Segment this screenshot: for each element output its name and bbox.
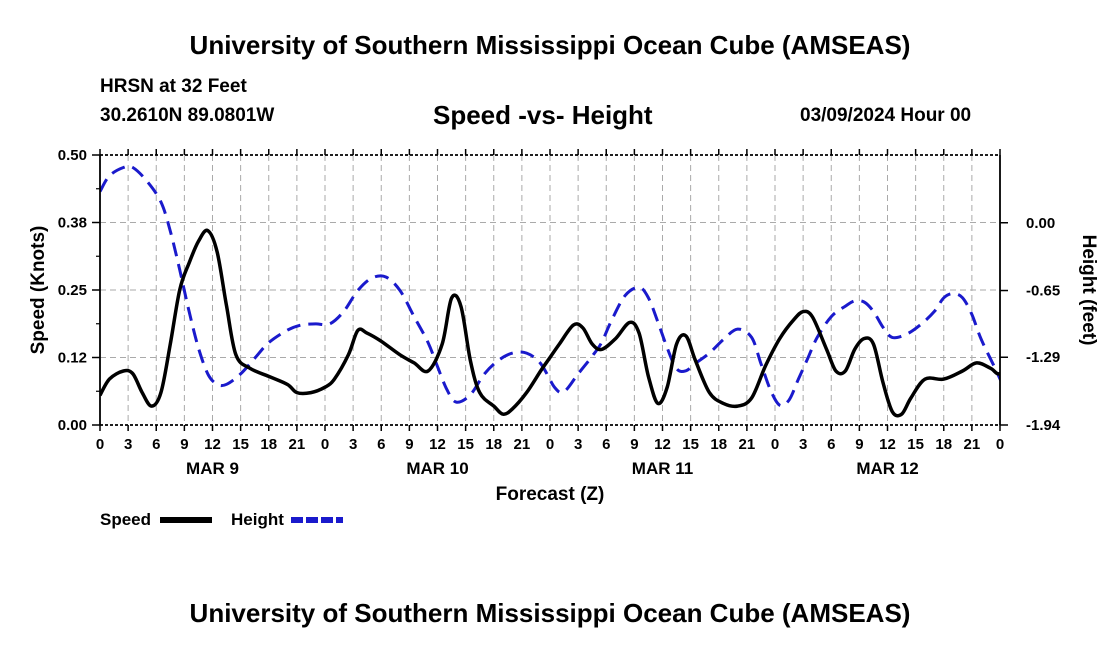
axis-labels: 0 3 6 9 12 15 18 21 0 3 6 9 12 15 18 21 0 3 6 9 12 15 18 21 0 3 6 9… bbox=[58, 147, 1061, 478]
x-tick-label: 18 bbox=[485, 436, 502, 453]
x-tick-label: 9 bbox=[180, 436, 188, 453]
chart-grid bbox=[100, 155, 1000, 425]
x-tick-label: 21 bbox=[514, 436, 531, 453]
x-tick-label: 12 bbox=[879, 436, 896, 453]
x-tick-label: 12 bbox=[204, 436, 221, 453]
legend-speed-label: Speed bbox=[100, 510, 151, 529]
x-tick-label: 0 bbox=[546, 436, 554, 453]
day-label: MAR 9 bbox=[186, 459, 239, 478]
day-label: MAR 12 bbox=[856, 459, 918, 478]
x-tick-label: 15 bbox=[457, 436, 474, 453]
y-tick-label: 0.12 bbox=[58, 350, 87, 367]
x-tick-label: 12 bbox=[654, 436, 671, 453]
x-tick-label: 3 bbox=[349, 436, 357, 453]
speed-series-line bbox=[100, 228, 1000, 418]
y2-tick-label: -0.65 bbox=[1026, 283, 1060, 300]
y-tick-label: 0.25 bbox=[58, 282, 87, 299]
y2-tick-label: -1.94 bbox=[1026, 417, 1061, 434]
page-title: University of Southern Mississippi Ocean… bbox=[189, 30, 911, 60]
station-label: HRSN at 32 Feet bbox=[100, 76, 247, 97]
x-tick-label: 0 bbox=[96, 436, 104, 453]
x-tick-label: 9 bbox=[630, 436, 638, 453]
legend-height-label: Height bbox=[231, 510, 284, 529]
legend: Speed Height bbox=[100, 510, 343, 529]
x-tick-label: 15 bbox=[232, 436, 249, 453]
y-tick-label: 0.00 bbox=[58, 417, 87, 434]
footer-title: University of Southern Mississippi Ocean… bbox=[189, 598, 911, 628]
x-tick-label: 18 bbox=[260, 436, 277, 453]
forecast-datetime: 03/09/2024 Hour 00 bbox=[800, 105, 972, 126]
x-tick-label: 21 bbox=[739, 436, 756, 453]
x-tick-label: 3 bbox=[124, 436, 132, 453]
x-tick-label: 6 bbox=[377, 436, 385, 453]
series-layer bbox=[100, 164, 1000, 418]
x-tick-label: 3 bbox=[574, 436, 582, 453]
x-tick-label: 0 bbox=[996, 436, 1004, 453]
y2-tick-label: 0.00 bbox=[1026, 215, 1055, 232]
x-tick-label: 12 bbox=[429, 436, 446, 453]
chart-subtitle: Speed -vs- Height bbox=[433, 100, 653, 130]
x-tick-label: 18 bbox=[710, 436, 727, 453]
y2-tick-label: -1.29 bbox=[1026, 349, 1060, 366]
x-tick-label: 21 bbox=[964, 436, 981, 453]
x-tick-label: 15 bbox=[907, 436, 924, 453]
x-tick-label: 6 bbox=[602, 436, 610, 453]
x-tick-label: 9 bbox=[405, 436, 413, 453]
x-tick-label: 21 bbox=[289, 436, 306, 453]
height-series-line bbox=[100, 164, 1000, 408]
y2-axis-title: Height (feet) bbox=[1078, 235, 1099, 346]
day-label: MAR 10 bbox=[406, 459, 468, 478]
y-tick-label: 0.38 bbox=[58, 215, 87, 232]
x-tick-label: 6 bbox=[827, 436, 835, 453]
x-tick-label: 6 bbox=[152, 436, 160, 453]
x-tick-label: 0 bbox=[771, 436, 779, 453]
day-label: MAR 11 bbox=[632, 459, 693, 478]
x-tick-label: 9 bbox=[855, 436, 863, 453]
x-tick-label: 3 bbox=[799, 436, 807, 453]
x-tick-label: 15 bbox=[682, 436, 699, 453]
y-axis-title: Speed (Knots) bbox=[28, 226, 49, 355]
y-tick-label: 0.50 bbox=[58, 147, 87, 164]
station-coordinates: 30.2610N 89.0801W bbox=[100, 105, 275, 126]
x-tick-label: 0 bbox=[321, 436, 329, 453]
axis-ticks bbox=[92, 149, 1008, 431]
x-axis-title: Forecast (Z) bbox=[496, 484, 605, 505]
x-tick-label: 18 bbox=[935, 436, 952, 453]
